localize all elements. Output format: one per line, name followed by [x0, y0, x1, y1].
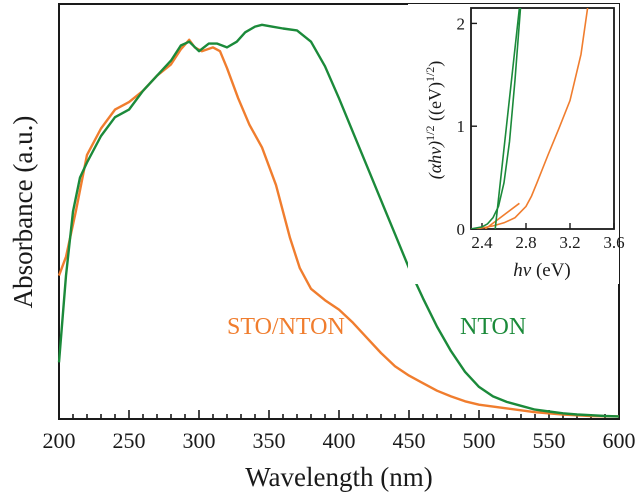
inset-background — [408, 4, 619, 284]
main-x-tick-labels: 200 250 300 350 400 450 500 550 600 — [43, 428, 636, 453]
inset-x-tick-label: 2.4 — [471, 233, 493, 252]
x-tick-label: 300 — [183, 428, 216, 453]
inset-x-tick-label: 3.6 — [603, 233, 624, 252]
inset-y-axis-label: (αhν)1/2 ((eV)1/2) — [423, 61, 446, 180]
x-tick-label: 600 — [603, 428, 636, 453]
inset-series-line-nton-fit — [494, 8, 521, 229]
series-label-sto-nton: STO/NTON — [227, 314, 345, 340]
x-tick-label: 200 — [43, 428, 76, 453]
x-tick-label: 250 — [113, 428, 146, 453]
x-tick-label: 400 — [323, 428, 356, 453]
inset-tick-labels: 2.4 2.8 3.2 3.6 0 1 2 — [457, 14, 625, 252]
series-line-sto-nton — [57, 38, 620, 418]
inset-series-group — [471, 8, 589, 229]
inset-x-tick-label: 2.8 — [515, 233, 536, 252]
inset-y-tick-label: 0 — [457, 220, 466, 239]
x-axis-label: Wavelength (nm) — [245, 462, 433, 492]
inset-x-tick-label: 3.2 — [559, 233, 580, 252]
main-x-ticks — [58, 410, 620, 419]
inset-chart: 2.4 2.8 3.2 3.6 0 1 2 hν (eV) (αhν)1/2 ((eV)1/… — [408, 4, 625, 284]
inset-frame — [470, 7, 615, 230]
series-line-nton — [57, 23, 620, 418]
x-tick-label: 550 — [533, 428, 566, 453]
main-series-group — [57, 23, 620, 418]
x-tick-label: 450 — [393, 428, 426, 453]
inset-y-tick-label: 2 — [457, 14, 466, 33]
inset-x-axis-label: hν (eV) — [513, 260, 571, 281]
y-axis-label: Absorbance (a.u.) — [8, 116, 38, 309]
x-tick-label: 350 — [253, 428, 286, 453]
inset-series-line-nton — [471, 8, 522, 229]
inset-series-line-sto-nton-fit — [484, 202, 520, 229]
inset-series-line-sto-nton — [471, 8, 589, 229]
series-label-nton: NTON — [460, 314, 526, 340]
inset-y-tick-label: 1 — [457, 117, 466, 136]
x-tick-label: 500 — [463, 428, 496, 453]
